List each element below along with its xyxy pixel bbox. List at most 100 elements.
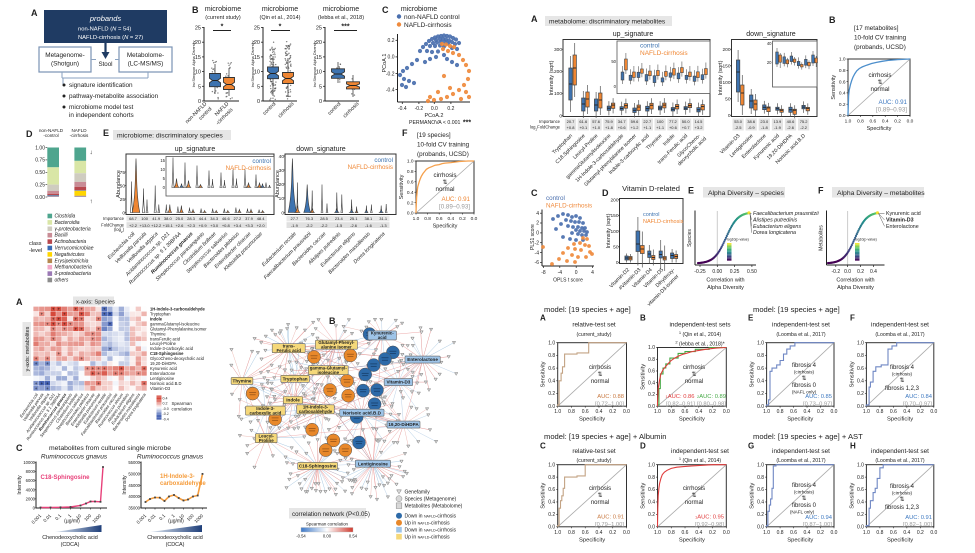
svg-text:-log10(p-value): -log10(p-value)	[854, 238, 877, 242]
svg-text:acid: acid	[378, 335, 387, 340]
svg-text:Spearman correlation: Spearman correlation	[306, 522, 349, 527]
svg-text:Chenodeoxycholic acid: Chenodeoxycholic acid	[147, 535, 202, 541]
svg-text:100: 100	[141, 216, 148, 221]
svg-text:40: 40	[767, 41, 772, 46]
svg-text:model: [19 species + age]: model: [19 species + age]	[544, 305, 631, 314]
svg-text:G: G	[748, 442, 754, 451]
svg-text:x-axis: Species: x-axis: Species	[76, 300, 115, 306]
svg-text:0.25: 0.25	[35, 183, 45, 189]
svg-text:1.0: 1.0	[654, 530, 661, 536]
svg-text:6000: 6000	[26, 478, 36, 483]
svg-text:25.0: 25.0	[176, 216, 185, 221]
svg-text:normal: normal	[685, 500, 703, 506]
svg-text:0.0: 0.0	[831, 530, 838, 536]
svg-text:100: 100	[722, 80, 730, 86]
svg-text:B: B	[829, 15, 836, 25]
svg-text:0.4: 0.4	[407, 190, 414, 196]
svg-text:Specificity: Specificity	[787, 417, 813, 423]
svg-text:AUC: 0.84: AUC: 0.84	[905, 394, 933, 400]
svg-text:pathway-metabolite association: pathway-metabolite association	[69, 93, 159, 100]
svg-text:independent-test sets: independent-test sets	[669, 322, 730, 329]
svg-text:1.00: 1.00	[35, 145, 45, 151]
svg-text:10-fold CV training: 10-fold CV training	[854, 35, 907, 42]
svg-text:probands: probands	[89, 14, 122, 23]
svg-text:-0.2: -0.2	[163, 412, 169, 416]
svg-text:38.0: 38.0	[164, 216, 173, 221]
svg-text:0.6: 0.6	[582, 530, 589, 536]
svg-text:Alpha Diversity – species: Alpha Diversity – species	[708, 190, 785, 197]
svg-text:50: 50	[613, 245, 619, 251]
svg-text:microbiome: microbiome	[205, 6, 241, 13]
svg-text:+1.1: +1.1	[656, 125, 665, 130]
svg-text:Sensitivity: Sensitivity	[831, 75, 837, 100]
svg-text:E: E	[748, 314, 754, 323]
svg-text:50000: 50000	[128, 471, 140, 476]
svg-text:(Loomba et al., 2017): (Loomba et al., 2017)	[875, 458, 925, 464]
svg-text:PERMANOVA < 0.001: PERMANOVA < 0.001	[409, 120, 460, 126]
svg-text:0.00: 0.00	[712, 269, 722, 275]
svg-text:0.2: 0.2	[917, 530, 924, 536]
svg-text:alanine isomer: alanine isomer	[321, 345, 352, 350]
svg-text:13.9: 13.9	[774, 119, 783, 124]
svg-text:A: A	[540, 314, 546, 323]
svg-text:1AUC: 0.95: 1AUC: 0.95	[695, 515, 724, 521]
svg-text:-0.2: -0.2	[415, 106, 424, 112]
svg-text:cirrhosis: cirrhosis	[589, 486, 611, 492]
svg-text:+0.8: +0.8	[567, 125, 576, 130]
svg-text:-log10(p-value): -log10(p-value)	[726, 238, 749, 242]
svg-text:0.4: 0.4	[839, 91, 846, 97]
svg-text:(probands, UCSD): (probands, UCSD)	[854, 44, 906, 51]
svg-text:NAFLD-cirrhosis: NAFLD-cirrhosis	[404, 22, 452, 29]
svg-text:20: 20	[279, 182, 285, 188]
svg-text:normal: normal	[871, 86, 890, 93]
svg-text:0.4: 0.4	[757, 500, 764, 506]
svg-text:A: A	[531, 14, 538, 24]
svg-text:D: D	[26, 129, 33, 139]
svg-text:0: 0	[257, 99, 260, 105]
svg-text:-2.6: -2.6	[350, 223, 358, 228]
svg-text:0.6: 0.6	[857, 366, 864, 372]
svg-text:NAFLD-cirrhosis: NAFLD-cirrhosis	[643, 219, 684, 225]
svg-text:cirrhosis: cirrhosis	[683, 486, 705, 492]
svg-text:control: control	[374, 157, 393, 164]
svg-text:(CDCA): (CDCA)	[61, 542, 80, 548]
svg-text:1.0: 1.0	[845, 119, 852, 125]
svg-text:Lentiginosine: Lentiginosine	[358, 461, 388, 466]
svg-text:+2.3: +2.3	[187, 223, 196, 228]
svg-text:Metagenome-: Metagenome-	[45, 52, 84, 59]
svg-text:0.8: 0.8	[876, 409, 883, 415]
svg-text:100: 100	[610, 229, 618, 235]
svg-text:10: 10	[279, 196, 285, 202]
svg-text:-2.2: -2.2	[306, 223, 314, 228]
svg-text:+13.0: +13.0	[140, 223, 151, 228]
svg-text:microbiome model test: microbiome model test	[69, 104, 134, 111]
svg-text:0.2: 0.2	[548, 512, 555, 518]
svg-text:⇅: ⇅	[801, 376, 806, 382]
svg-text:0.54: 0.54	[349, 534, 358, 539]
svg-text:50: 50	[725, 97, 731, 103]
svg-text:A: A	[31, 8, 38, 18]
svg-text:1.0: 1.0	[839, 57, 846, 63]
svg-text:0.4: 0.4	[596, 409, 603, 415]
svg-text:59.6: 59.6	[631, 119, 640, 124]
svg-text:0.0: 0.0	[548, 404, 555, 410]
svg-text:100: 100	[554, 91, 562, 97]
svg-text:0.6: 0.6	[790, 530, 797, 536]
svg-text:-cirrhosis: -cirrhosis	[70, 133, 89, 138]
svg-text:0.8: 0.8	[757, 475, 764, 481]
svg-text:D: D	[602, 188, 609, 198]
svg-text:Ruminococcus gnavus: Ruminococcus gnavus	[137, 454, 204, 461]
svg-text:(NAFL only): (NAFL only)	[790, 510, 815, 515]
svg-text:68.7: 68.7	[129, 216, 138, 221]
svg-text:1.0: 1.0	[757, 340, 764, 346]
svg-text:carboxylic acid: carboxylic acid	[250, 410, 282, 415]
svg-text:-0.25: -0.25	[694, 269, 706, 275]
svg-text:0.2: 0.2	[839, 102, 846, 108]
svg-text:Genefamily: Genefamily	[405, 490, 431, 496]
svg-text:Negativicutes: Negativicutes	[55, 252, 86, 258]
svg-text:(Loomba et al., 2017): (Loomba et al., 2017)	[875, 332, 925, 338]
svg-text:Vitamin-D3: Vitamin-D3	[150, 386, 171, 391]
svg-text:carboxaldehyde: carboxaldehyde	[160, 481, 206, 487]
svg-text:53.0: 53.0	[734, 119, 743, 124]
svg-text:0.2: 0.2	[548, 391, 555, 397]
